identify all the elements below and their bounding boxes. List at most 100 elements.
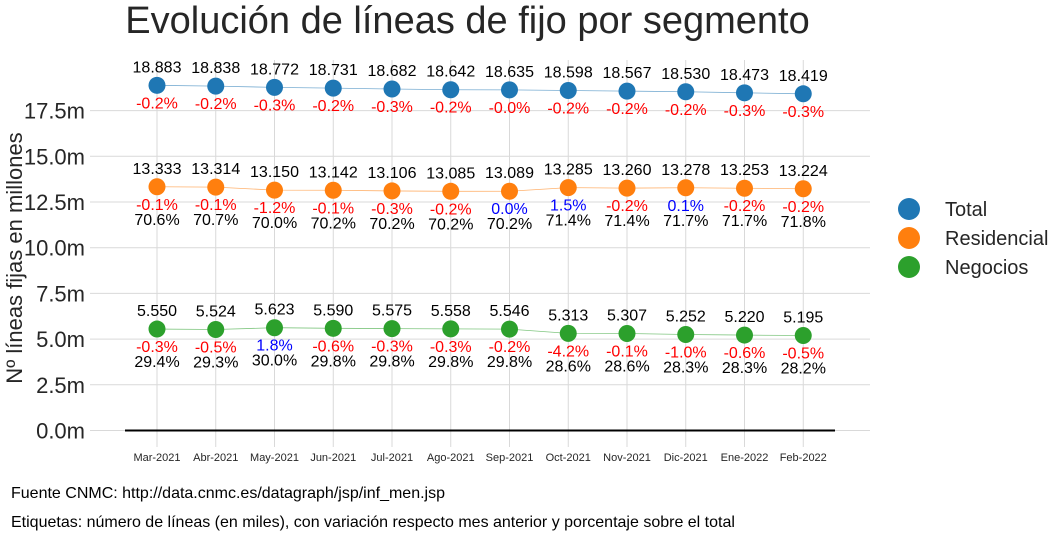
value-label: 18.883 bbox=[133, 59, 182, 76]
legend-label: Residencial bbox=[945, 228, 1048, 250]
change-label: -0.3% bbox=[254, 97, 296, 114]
change-label: -0.2% bbox=[136, 95, 178, 112]
x-tick-label: Feb-2022 bbox=[780, 452, 827, 464]
value-label: 13.333 bbox=[133, 161, 182, 178]
x-tick-label: Dic-2021 bbox=[664, 452, 708, 464]
value-label: 5.195 bbox=[783, 310, 823, 327]
change-label: -0.2% bbox=[782, 199, 824, 216]
footer-source: Fuente CNMC: http://data.cnmc.es/datagra… bbox=[11, 485, 445, 502]
value-label: 5.575 bbox=[372, 303, 412, 320]
chart-title: Evolución de líneas de fijo por segmento bbox=[125, 0, 810, 42]
value-label: 13.089 bbox=[485, 165, 534, 182]
share-label: 28.6% bbox=[546, 358, 591, 375]
change-label: -0.3% bbox=[724, 103, 766, 120]
data-point bbox=[501, 81, 518, 99]
share-label: 29.8% bbox=[369, 354, 414, 371]
x-tick-label: Nov-2021 bbox=[603, 452, 651, 464]
data-point bbox=[207, 321, 225, 339]
change-label: -0.2% bbox=[430, 100, 472, 117]
data-point bbox=[677, 83, 695, 101]
value-label: 13.106 bbox=[368, 165, 417, 182]
value-label: 13.085 bbox=[426, 165, 475, 182]
data-point bbox=[383, 320, 401, 338]
value-label: 18.598 bbox=[544, 65, 593, 82]
x-tick-label: Abr-2021 bbox=[193, 452, 238, 464]
share-label: 70.2% bbox=[487, 216, 532, 233]
share-label: 30.0% bbox=[252, 353, 297, 370]
data-point bbox=[501, 320, 518, 338]
value-label: 13.285 bbox=[544, 162, 593, 179]
data-point bbox=[442, 182, 460, 200]
value-label: 18.419 bbox=[779, 68, 828, 85]
share-label: 28.3% bbox=[722, 360, 767, 377]
value-label: 13.260 bbox=[603, 162, 652, 179]
change-label: -0.3% bbox=[371, 99, 413, 116]
x-tick-label: Oct-2021 bbox=[546, 452, 591, 464]
chart-area: 0.0m 2.5m 5.0m 7.5m 10.0m 12.5m 15.0m 17.5m Mar-… bbox=[2, 59, 1048, 464]
share-label: 29.8% bbox=[428, 354, 473, 371]
data-point bbox=[618, 82, 636, 100]
change-label: -0.3% bbox=[782, 104, 824, 121]
y-tick-label: 10.0m bbox=[24, 236, 85, 261]
y-tick-label: 12.5m bbox=[24, 190, 85, 215]
x-tick-label: Mar-2021 bbox=[133, 452, 180, 464]
share-label: 28.3% bbox=[663, 359, 708, 376]
share-label: 70.2% bbox=[311, 215, 356, 232]
share-label: 70.6% bbox=[134, 212, 179, 229]
share-label: 70.2% bbox=[428, 216, 473, 233]
change-label: -0.2% bbox=[665, 102, 707, 119]
share-label: 71.8% bbox=[781, 214, 826, 231]
share-label: 28.6% bbox=[604, 358, 649, 375]
change-label: -0.3% bbox=[371, 201, 413, 218]
value-label: 18.567 bbox=[603, 65, 652, 82]
legend-label: Negocios bbox=[945, 257, 1028, 279]
data-point bbox=[324, 79, 342, 97]
data-point bbox=[207, 77, 225, 95]
data-point bbox=[794, 85, 812, 103]
change-label: -0.6% bbox=[312, 338, 354, 355]
share-label: 29.4% bbox=[134, 354, 179, 371]
data-point bbox=[324, 181, 342, 199]
value-label: 18.682 bbox=[368, 63, 417, 80]
value-label: 5.252 bbox=[666, 308, 706, 325]
y-tick-label: 7.5m bbox=[36, 281, 85, 306]
change-label: -0.1% bbox=[195, 197, 237, 214]
data-point bbox=[736, 84, 753, 102]
value-label: 18.635 bbox=[485, 64, 534, 81]
value-label: 5.220 bbox=[724, 309, 764, 326]
change-label: 1.8% bbox=[256, 338, 292, 355]
change-label: -0.3% bbox=[430, 339, 472, 356]
value-label: 18.530 bbox=[661, 66, 710, 83]
value-label: 5.558 bbox=[431, 303, 471, 320]
change-label: -0.6% bbox=[724, 345, 766, 362]
data-point bbox=[148, 76, 166, 94]
change-label: -0.3% bbox=[371, 339, 413, 356]
series-line-negocios bbox=[156, 327, 804, 336]
change-label: -1.2% bbox=[254, 200, 296, 217]
series-line-total bbox=[156, 84, 804, 95]
share-label: 70.0% bbox=[252, 215, 297, 232]
share-label: 71.7% bbox=[663, 213, 708, 230]
share-label: 70.2% bbox=[369, 216, 414, 233]
change-label: -0.2% bbox=[489, 339, 531, 356]
x-tick-label: May-2021 bbox=[250, 452, 299, 464]
data-point bbox=[618, 324, 636, 342]
value-label: 13.314 bbox=[191, 161, 240, 178]
share-label: 71.4% bbox=[604, 213, 649, 230]
change-label: -0.2% bbox=[606, 101, 648, 118]
data-point bbox=[324, 319, 342, 337]
share-label: 70.7% bbox=[193, 212, 238, 229]
change-label: -0.2% bbox=[430, 201, 472, 218]
data-point bbox=[677, 179, 695, 197]
data-point bbox=[559, 82, 577, 100]
value-label: 13.224 bbox=[779, 163, 828, 180]
y-axis-label: Nº líneas fijas en millones bbox=[2, 132, 27, 383]
value-label: 13.150 bbox=[250, 164, 299, 181]
change-label: -0.2% bbox=[195, 96, 237, 113]
data-point bbox=[442, 81, 460, 99]
value-label: 5.590 bbox=[313, 302, 353, 319]
data-point bbox=[207, 178, 225, 196]
data-point bbox=[266, 319, 283, 337]
value-label: 5.623 bbox=[254, 302, 294, 319]
data-point bbox=[618, 179, 636, 197]
